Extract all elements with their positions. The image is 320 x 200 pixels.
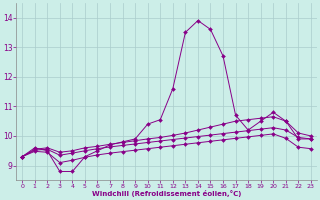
X-axis label: Windchill (Refroidissement éolien,°C): Windchill (Refroidissement éolien,°C) [92,190,241,197]
